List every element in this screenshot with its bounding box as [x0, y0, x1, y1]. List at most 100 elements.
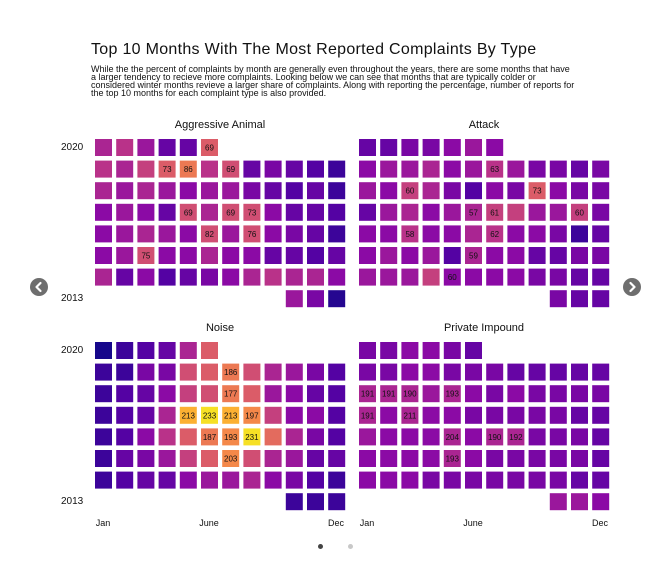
heatmap-cell-attack-2020-m7 [486, 139, 504, 156]
heatmap-cell-private-impound-2016-m4 [422, 428, 440, 446]
next-slide-button[interactable] [623, 278, 641, 296]
heatmap-cell-attack-2015-m7 [486, 247, 504, 264]
heatmap-cell-aggressive-animal-2015-m6 [201, 247, 218, 264]
heatmap-cell-private-impound-2020-m5 [443, 342, 461, 359]
heatmap-cell-private-impound-2013-m12 [592, 493, 610, 511]
heatmap-cell-private-impound-2014-m8 [507, 471, 525, 489]
month-label-jan: Jan [359, 518, 375, 528]
heatmap-cell-private-impound-2019-m8 [507, 363, 525, 381]
cell-value-label: 191 [382, 390, 396, 399]
heatmap-cell-noise-2016-m4 [158, 428, 176, 446]
heatmap-cell-aggressive-animal-2016-m6 [201, 225, 218, 243]
heatmap-cell-aggressive-animal-2016-m2 [116, 225, 134, 243]
heatmap-cell-aggressive-animal-2019-m12 [328, 160, 346, 178]
heatmap-cell-private-impound-2016-m2 [380, 428, 398, 446]
chart-title: Top 10 Months With The Most Reported Com… [91, 41, 537, 58]
heatmap-cell-attack-2016-m11 [571, 225, 588, 243]
heatmap-cell-aggressive-animal-2018-m11 [307, 182, 324, 200]
heatmap-cell-aggressive-animal-2018-m12 [328, 182, 346, 200]
heatmap-cell-attack-2016-m5 [443, 225, 461, 243]
heatmap-cell-private-impound-2016-m1 [359, 428, 376, 446]
heatmap-cell-private-impound-2015-m1 [359, 450, 376, 467]
month-label-dec: Dec [591, 518, 609, 528]
heatmap-cell-noise-2014-m5 [179, 471, 197, 489]
heatmap-cell-private-impound-2019-m1 [359, 363, 376, 381]
heatmap-cell-private-impound-2014-m5 [443, 471, 461, 489]
heatmap-cell-aggressive-animal-2016-m4 [158, 225, 176, 243]
heatmap-cell-private-impound-2018-m2 [380, 385, 398, 403]
cell-value-label: 59 [469, 252, 478, 261]
heatmap-cell-aggressive-animal-2018-m5 [179, 182, 197, 200]
heatmap-cell-attack-2017-m9 [528, 203, 546, 221]
heatmap-cell-attack-2015-m9 [528, 247, 546, 264]
heatmap-cell-aggressive-animal-2015-m7 [222, 247, 240, 264]
heatmap-cell-aggressive-animal-2016-m5 [179, 225, 197, 243]
heatmap-cell-private-impound-2015-m5 [443, 450, 461, 467]
heatmap-cell-aggressive-animal-2017-m9 [264, 203, 282, 221]
heatmap-cell-private-impound-2017-m6 [465, 406, 482, 424]
heatmap-cell-aggressive-animal-2019-m3 [137, 160, 155, 178]
prev-slide-button[interactable] [30, 278, 48, 296]
heatmap-cell-noise-2018-m8 [243, 385, 261, 403]
heatmap-cell-private-impound-2014-m12 [592, 471, 610, 489]
heatmap-cell-private-impound-2016-m7 [486, 428, 504, 446]
heatmap-cell-noise-2020-m6 [201, 342, 218, 359]
heatmap-cell-aggressive-animal-2014-m7 [222, 268, 240, 286]
cell-value-label: 213 [182, 411, 196, 420]
heatmap-cell-noise-2015-m6 [201, 450, 218, 467]
cell-value-label: 57 [469, 208, 478, 217]
heatmap-cell-noise-2017-m10 [285, 406, 303, 424]
heatmap-cell-private-impound-2015-m11 [571, 450, 588, 467]
heatmap-cell-aggressive-animal-2018-m4 [158, 182, 176, 200]
heatmap-cell-aggressive-animal-2018-m6 [201, 182, 218, 200]
heatmap-cell-attack-2014-m9 [528, 268, 546, 286]
heatmap-cell-attack-2018-m11 [571, 182, 588, 200]
heatmap-cell-noise-2017-m1 [95, 406, 112, 424]
pager-dot-2[interactable] [348, 544, 353, 549]
heatmap-cell-attack-2019-m8 [507, 160, 525, 178]
heatmap-cell-noise-2016-m12 [328, 428, 346, 446]
heatmap-cell-attack-2017-m3 [401, 203, 419, 221]
heatmap-cell-private-impound-2018-m12 [592, 385, 610, 403]
heatmap-cell-attack-2017-m12 [592, 203, 610, 221]
heatmap-cell-noise-2015-m10 [285, 450, 303, 467]
cell-value-label: 191 [361, 411, 375, 420]
heatmap-cell-private-impound-2016-m8 [507, 428, 525, 446]
heatmap-cell-noise-2019-m4 [158, 363, 176, 381]
heatmap-cell-aggressive-animal-2018-m9 [264, 182, 282, 200]
heatmap-cell-attack-2018-m3 [401, 182, 419, 200]
cell-value-label: 62 [490, 230, 499, 239]
cell-value-label: 204 [446, 433, 460, 442]
heatmap-cell-aggressive-animal-2014-m4 [158, 268, 176, 286]
heatmap-cell-noise-2017-m12 [328, 406, 346, 424]
year-label-bottom: 2013 [61, 496, 84, 507]
heatmap-cell-private-impound-2019-m6 [465, 363, 482, 381]
cell-value-label: 86 [184, 165, 193, 174]
heatmap-cell-attack-2017-m5 [443, 203, 461, 221]
heatmap-cell-private-impound-2019-m7 [486, 363, 504, 381]
heatmap-cell-private-impound-2019-m11 [571, 363, 588, 381]
heatmap-cell-private-impound-2015-m9 [528, 450, 546, 467]
heatmap-cell-attack-2013-m10 [549, 290, 567, 308]
heatmap-cell-attack-2016-m3 [401, 225, 419, 243]
heatmap-cell-noise-2018-m12 [328, 385, 346, 403]
heatmap-cell-private-impound-2020-m4 [422, 342, 440, 359]
heatmap-cell-attack-2018-m2 [380, 182, 398, 200]
heatmap-cell-aggressive-animal-2020-m6 [201, 139, 218, 156]
heatmap-cell-private-impound-2014-m6 [465, 471, 482, 489]
heatmap-cell-noise-2019-m6 [201, 363, 218, 381]
heatmap-cell-noise-2018-m1 [95, 385, 112, 403]
heatmap-cell-attack-2018-m12 [592, 182, 610, 200]
heatmap-cell-noise-2017-m7 [222, 406, 240, 424]
cell-value-label: 190 [488, 433, 502, 442]
heatmap-cell-noise-2015-m12 [328, 450, 346, 467]
heatmap-cell-attack-2019-m1 [359, 160, 376, 178]
heatmap-cell-aggressive-animal-2015-m8 [243, 247, 261, 264]
heatmap-cell-private-impound-2015-m12 [592, 450, 610, 467]
heatmap-cell-aggressive-animal-2016-m12 [328, 225, 346, 243]
heatmap-cell-attack-2014-m5 [443, 268, 461, 286]
heatmap-cell-noise-2019-m1 [95, 363, 112, 381]
heatmap-cell-private-impound-2014-m11 [571, 471, 588, 489]
pager-dot-1[interactable] [318, 544, 323, 549]
heatmap-cell-aggressive-animal-2017-m4 [158, 203, 176, 221]
